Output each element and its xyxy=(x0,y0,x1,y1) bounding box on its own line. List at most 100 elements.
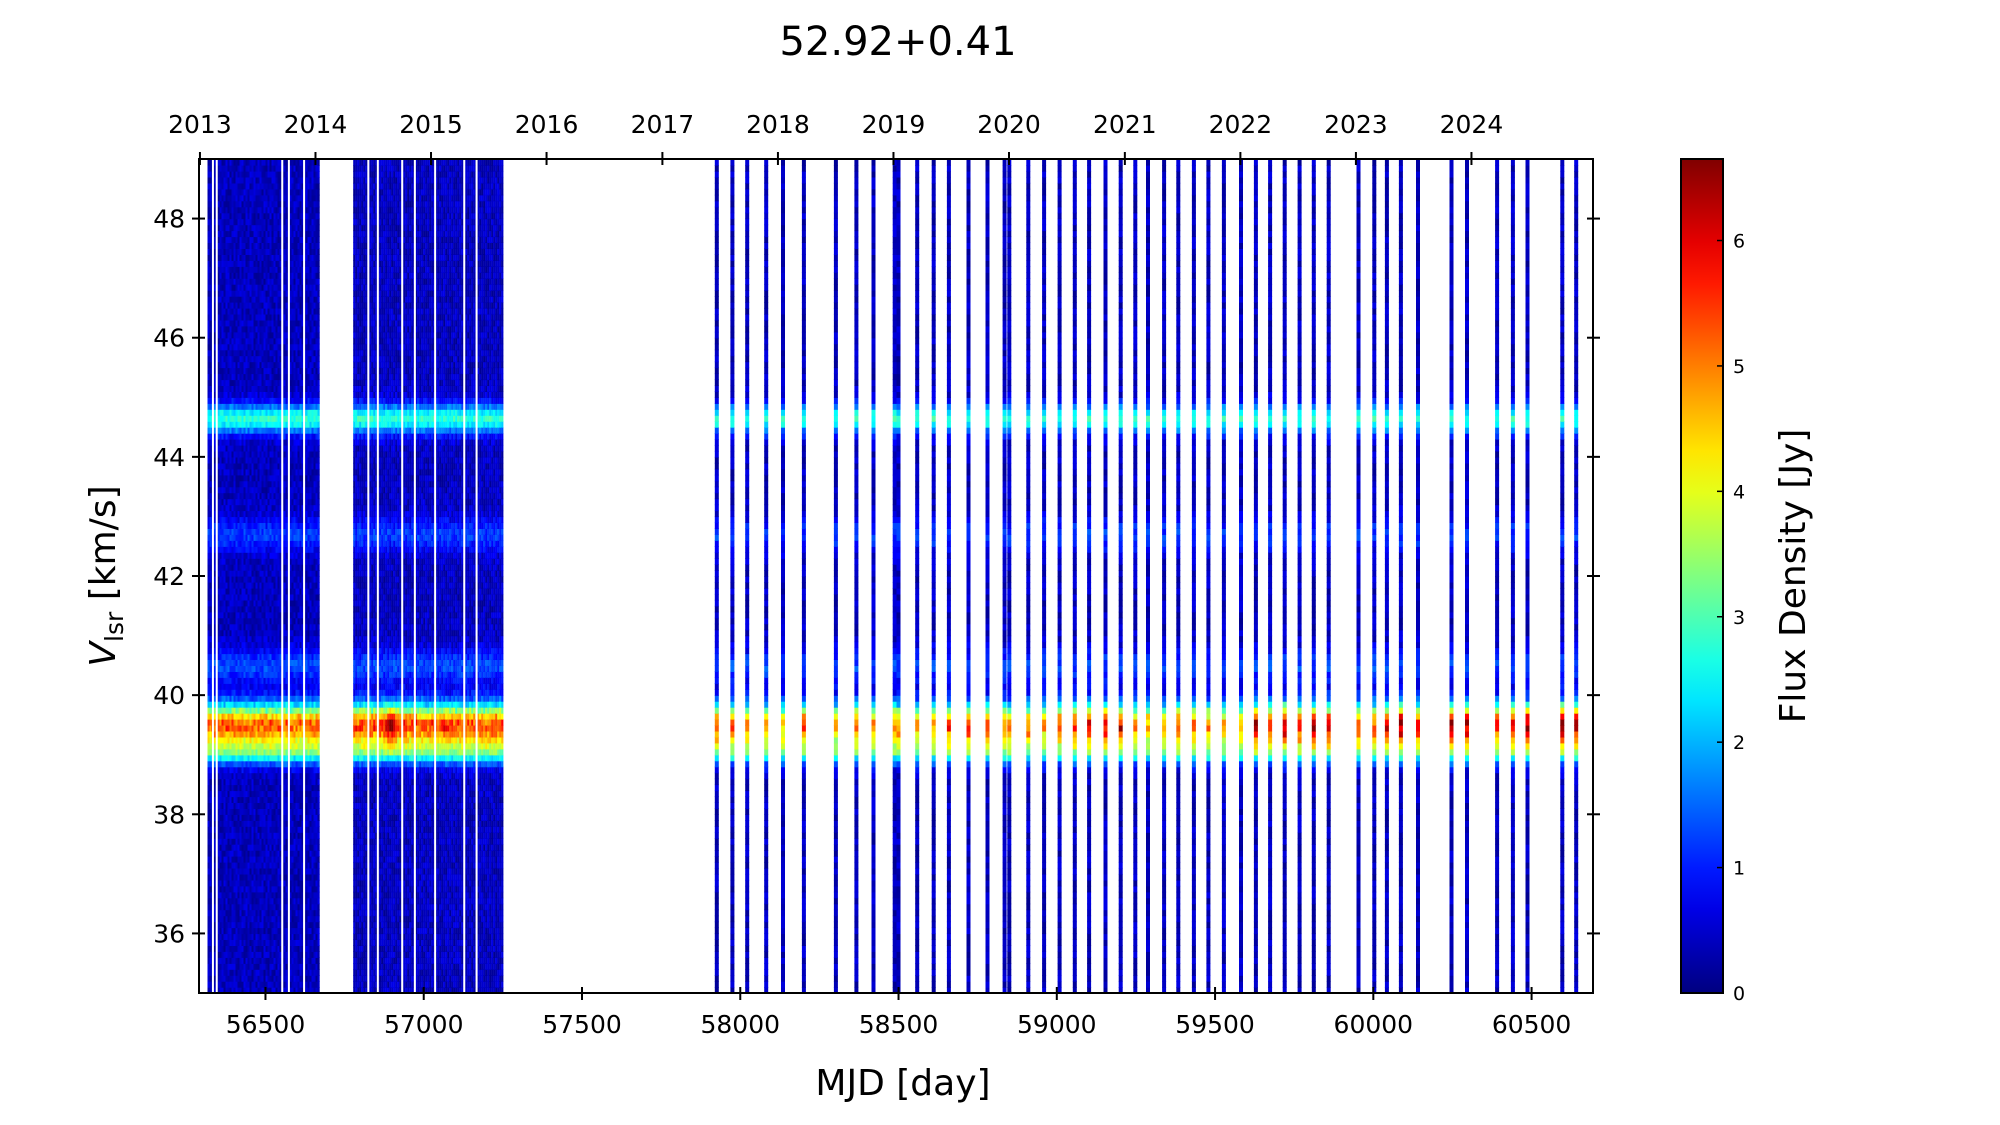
heatmap-cell xyxy=(251,266,254,273)
heatmap-cell xyxy=(271,337,274,345)
heatmap-cell xyxy=(257,313,260,321)
heatmap-cell xyxy=(225,653,228,660)
heatmap-cell xyxy=(253,921,256,929)
heatmap-cell xyxy=(263,468,266,476)
heatmap-cell xyxy=(223,754,226,762)
heatmap-cell xyxy=(219,772,222,780)
heatmap-cell xyxy=(221,296,224,303)
heatmap-cell xyxy=(233,456,236,464)
heatmap-cell xyxy=(209,307,212,315)
heatmap-cell xyxy=(243,355,246,363)
heatmap-cell xyxy=(257,617,260,625)
heatmap-cell xyxy=(253,707,256,714)
heatmap-cell xyxy=(207,885,210,893)
heatmap-cell xyxy=(259,492,262,500)
heatmap-cell xyxy=(267,450,270,458)
heatmap-cell xyxy=(263,343,266,351)
heatmap-cell xyxy=(277,736,280,744)
heatmap-cell xyxy=(257,802,260,809)
heatmap-cell xyxy=(217,516,220,523)
heatmap-cell xyxy=(257,206,260,214)
heatmap-cell xyxy=(225,605,228,613)
heatmap-cell xyxy=(233,165,236,172)
heatmap-cell xyxy=(271,319,274,327)
heatmap-cell xyxy=(259,218,262,226)
heatmap-cell xyxy=(243,248,246,255)
heatmap-cell xyxy=(247,260,250,267)
heatmap-cell xyxy=(231,754,234,762)
heatmap-cell xyxy=(209,170,212,178)
heatmap-cell xyxy=(267,760,270,768)
heatmap-cell xyxy=(207,194,210,202)
heatmap-cell xyxy=(277,832,280,839)
heatmap-cell xyxy=(221,165,224,172)
heatmap-cell xyxy=(221,903,224,911)
heatmap-cell xyxy=(243,540,246,547)
heatmap-cell xyxy=(263,242,266,249)
heatmap-cell xyxy=(227,236,230,243)
heatmap-cell xyxy=(267,921,270,929)
heatmap-cell xyxy=(229,957,232,964)
heatmap-cell xyxy=(267,313,270,321)
heatmap-cell xyxy=(233,230,236,238)
heatmap-cell xyxy=(207,260,210,267)
heatmap-cell xyxy=(243,230,246,238)
heatmap-cell xyxy=(223,474,226,482)
heatmap-cell xyxy=(241,576,244,583)
heatmap-cell xyxy=(209,355,212,363)
heatmap-cell xyxy=(227,367,230,375)
heatmap-cell xyxy=(245,760,248,768)
heatmap-cell xyxy=(209,456,212,464)
heatmap-cell xyxy=(251,427,254,434)
heatmap-cell xyxy=(261,176,264,184)
dense-epoch-column xyxy=(223,159,226,994)
heatmap-cell xyxy=(271,516,274,523)
heatmap-cell xyxy=(271,587,274,595)
heatmap-cell xyxy=(233,397,236,404)
heatmap-cell xyxy=(253,391,256,398)
heatmap-cell xyxy=(271,415,274,422)
heatmap-cell xyxy=(231,582,234,589)
heatmap-cell xyxy=(257,427,260,434)
heatmap-cell xyxy=(253,236,256,243)
heatmap-cell xyxy=(207,850,210,857)
heatmap-cell xyxy=(267,713,270,720)
heatmap-cell xyxy=(243,403,246,410)
heatmap-cell xyxy=(229,593,232,601)
heatmap-cell xyxy=(257,444,260,452)
heatmap-cell xyxy=(273,707,276,714)
heatmap-cell xyxy=(255,838,258,845)
heatmap-cell xyxy=(261,861,264,869)
heatmap-cell xyxy=(209,427,212,434)
heatmap-cell xyxy=(251,784,254,792)
heatmap-cell xyxy=(245,951,248,958)
heatmap-cell xyxy=(213,462,216,470)
heatmap-cell xyxy=(267,373,270,381)
heatmap-cell xyxy=(271,176,274,184)
heatmap-cell xyxy=(207,879,210,887)
heatmap-cell xyxy=(249,897,252,905)
heatmap-cell xyxy=(269,659,272,666)
heatmap-cell xyxy=(231,790,234,798)
heatmap-cell xyxy=(223,826,226,833)
heatmap-cell xyxy=(261,474,264,482)
heatmap-cell xyxy=(267,701,270,708)
heatmap-cell xyxy=(263,671,266,678)
heatmap-cell xyxy=(225,397,228,404)
heatmap-cell xyxy=(237,677,240,684)
heatmap-cell xyxy=(241,611,244,619)
heatmap-cell xyxy=(239,856,242,863)
heatmap-cell xyxy=(249,278,252,285)
heatmap-cell xyxy=(239,707,242,714)
heatmap-cell xyxy=(275,903,278,911)
heatmap-cell xyxy=(227,772,230,780)
heatmap-cell xyxy=(231,760,234,768)
heatmap-cell xyxy=(249,671,252,678)
heatmap-cell xyxy=(241,188,244,196)
heatmap-cell xyxy=(271,957,274,964)
heatmap-cell xyxy=(273,593,276,601)
heatmap-cell xyxy=(225,355,228,363)
heatmap-cell xyxy=(229,611,232,619)
heatmap-cell xyxy=(247,629,250,637)
heatmap-cell xyxy=(259,504,262,512)
